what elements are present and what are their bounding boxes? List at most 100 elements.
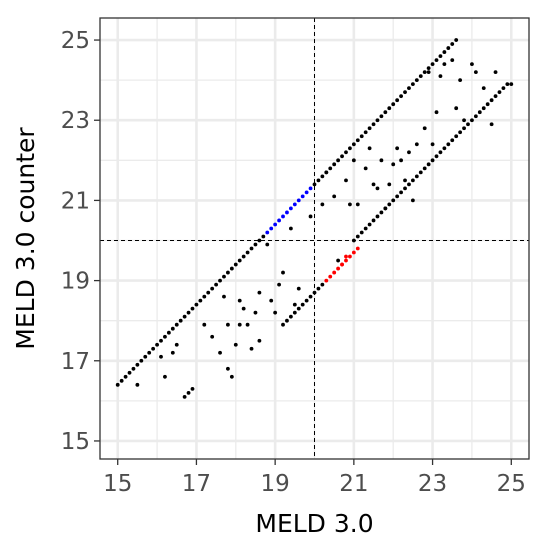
data-point-black — [336, 258, 341, 263]
data-point-black — [257, 338, 262, 343]
y-tick-label: 15 — [61, 429, 90, 455]
data-point-black — [233, 262, 238, 267]
data-point-black — [399, 94, 403, 99]
data-point-black — [288, 314, 293, 319]
data-point-black — [426, 162, 431, 167]
data-point-black — [237, 258, 242, 263]
data-point-black — [119, 378, 124, 383]
data-point-black — [367, 222, 372, 227]
data-point-black — [450, 58, 455, 62]
data-point-black — [422, 126, 427, 131]
data-point-black — [277, 282, 281, 287]
data-point-black — [273, 310, 278, 315]
data-point-black — [237, 298, 242, 303]
data-point-black — [493, 94, 498, 99]
data-point-black — [222, 274, 226, 279]
data-point-black — [410, 198, 415, 203]
points-layer — [115, 38, 514, 399]
data-point-black — [473, 114, 478, 119]
data-point-red — [344, 254, 348, 259]
data-point-black — [410, 82, 415, 87]
data-point-black — [391, 198, 396, 203]
data-point-black — [430, 158, 435, 163]
data-point-black — [426, 66, 431, 71]
data-point-black — [336, 158, 341, 163]
data-point-black — [281, 322, 285, 327]
data-point-black — [178, 318, 183, 323]
data-point-black — [332, 162, 337, 167]
data-point-black — [198, 298, 203, 303]
data-point-black — [351, 158, 356, 163]
data-point-black — [226, 322, 230, 327]
data-point-black — [473, 70, 478, 75]
data-point-black — [509, 82, 514, 87]
x-tick-label: 21 — [339, 471, 368, 497]
data-point-black — [442, 62, 447, 66]
data-point-black — [399, 190, 403, 195]
panel-border — [99, 17, 530, 460]
data-point-black — [501, 86, 506, 91]
data-point-black — [395, 194, 400, 199]
data-point-black — [328, 166, 333, 171]
data-point-black — [257, 238, 262, 243]
data-point-black — [249, 346, 254, 351]
data-point-red — [340, 262, 344, 267]
data-point-black — [446, 142, 451, 147]
data-point-black — [383, 206, 388, 211]
data-point-black — [131, 366, 136, 371]
data-point-black — [371, 122, 376, 127]
data-point-red — [324, 278, 329, 283]
y-tick-label: 23 — [61, 108, 90, 134]
data-point-black — [285, 318, 289, 323]
data-point-black — [407, 86, 411, 91]
data-point-black — [186, 390, 191, 395]
data-point-black — [288, 226, 293, 231]
data-point-black — [304, 298, 309, 303]
data-point-black — [237, 322, 242, 327]
data-point-black — [218, 350, 222, 355]
data-point-black — [450, 138, 455, 143]
data-point-black — [190, 306, 195, 311]
data-point-black — [454, 134, 459, 139]
data-point-black — [477, 110, 482, 115]
data-point-black — [170, 326, 175, 331]
data-point-black — [320, 282, 325, 287]
data-point-black — [375, 186, 380, 191]
data-point-black — [229, 266, 234, 271]
data-point-red — [328, 274, 333, 279]
data-point-red — [348, 254, 352, 259]
data-point-black — [292, 310, 297, 315]
data-point-black — [379, 210, 384, 215]
data-point-black — [493, 70, 498, 75]
data-point-black — [391, 102, 396, 107]
data-point-black — [241, 306, 246, 311]
x-axis-title: MELD 3.0 — [255, 509, 373, 538]
y-tick-label: 21 — [61, 188, 90, 214]
data-point-black — [143, 354, 148, 359]
y-tick-label: 25 — [61, 28, 90, 54]
data-point-black — [387, 202, 392, 207]
x-tick-label: 19 — [261, 471, 290, 497]
data-point-black — [202, 294, 207, 299]
data-point-black — [166, 330, 171, 335]
data-point-black — [434, 154, 439, 159]
data-point-blue — [285, 210, 289, 215]
data-point-black — [229, 374, 234, 379]
data-point-black — [245, 250, 250, 255]
data-point-black — [245, 322, 250, 327]
data-point-black — [269, 298, 274, 303]
data-point-black — [292, 302, 297, 307]
data-point-black — [505, 82, 510, 87]
data-point-black — [470, 118, 474, 123]
data-point-black — [403, 90, 407, 95]
data-point-black — [174, 322, 179, 327]
x-tick-label: 23 — [418, 471, 447, 497]
data-point-red — [332, 270, 337, 275]
data-point-black — [300, 302, 305, 307]
data-point-black — [159, 354, 163, 359]
data-point-black — [387, 106, 392, 111]
data-point-black — [442, 50, 447, 54]
data-point-black — [454, 106, 459, 111]
data-point-black — [430, 62, 435, 66]
data-point-blue — [269, 226, 274, 231]
